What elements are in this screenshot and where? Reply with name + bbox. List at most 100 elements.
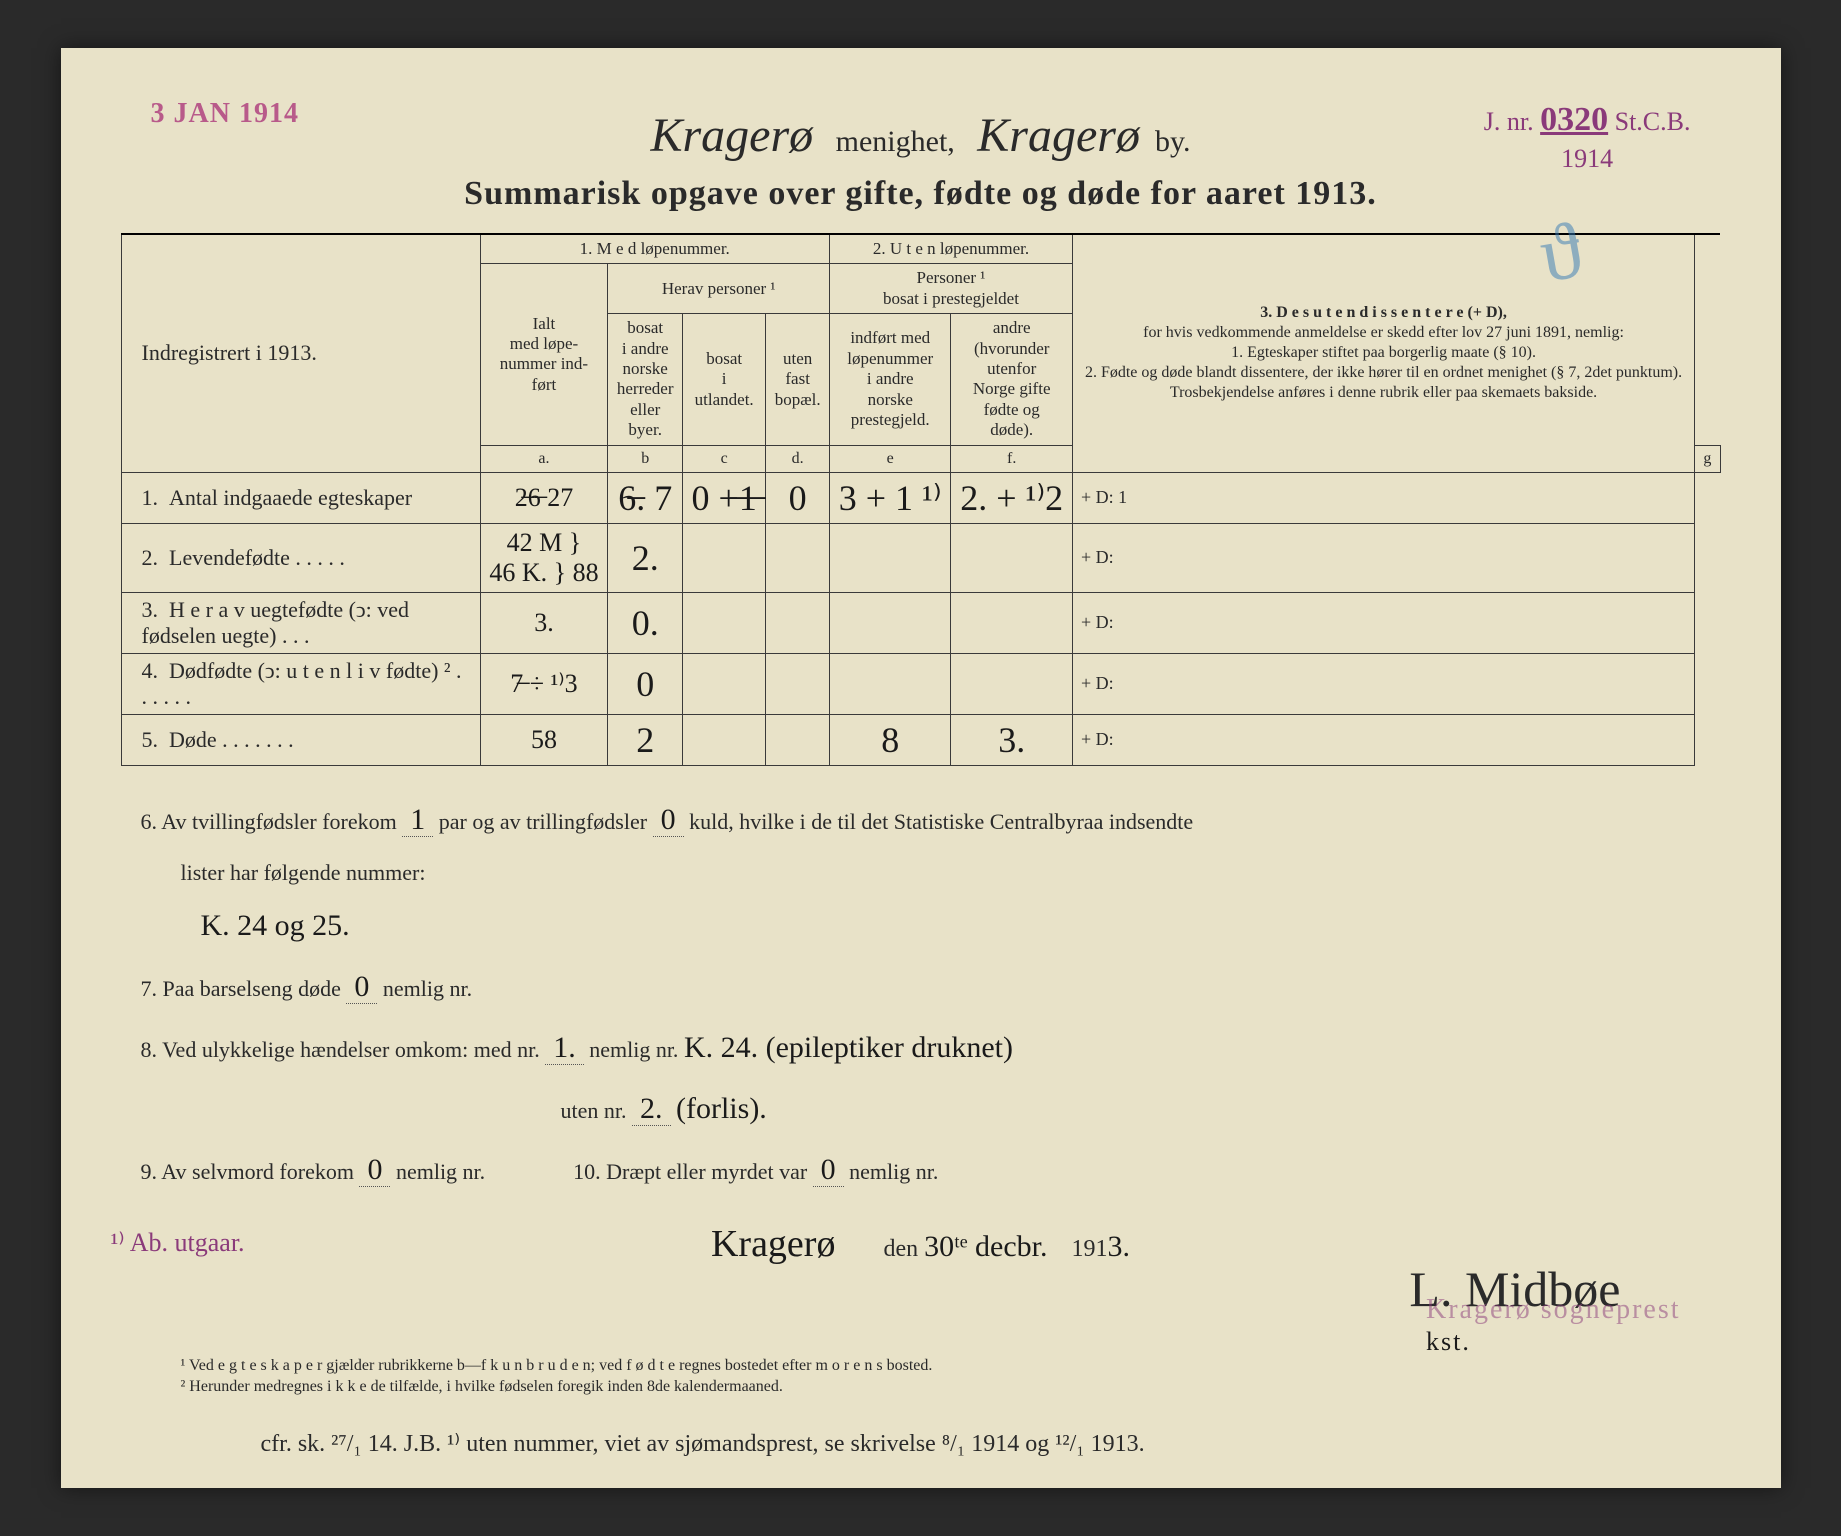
cell-d <box>766 653 830 714</box>
sub-c: c <box>682 445 765 472</box>
col-personer2: Personer ¹ bosat i prestegjeldet <box>829 264 1072 314</box>
note8a: 8. Ved ulykkelige hændelser omkom: med n… <box>141 1037 540 1062</box>
row-label: 3. H e r a v uegtefødte (ↄ: ved fødselen… <box>121 592 480 653</box>
col-herav: Herav personer ¹ <box>608 264 830 314</box>
note6b: par og av trillingfødsler <box>439 809 647 834</box>
cell-f <box>951 523 1072 592</box>
row-label: 4. Dødfødte (ↄ: u t e n l i v fødte) ² .… <box>121 653 480 714</box>
cell-c: 0 +̶1̶ <box>682 472 765 523</box>
col-indreg: Indregistrert i 1913. <box>121 234 480 472</box>
cell-b: 6̶. 7 <box>608 472 683 523</box>
received-date-stamp: 3 JAN 1914 <box>151 98 299 130</box>
row-label: 2. Levendefødte . . . . . <box>121 523 480 592</box>
col-sec3: 3. D e s u t e n d i s s e n t e r e (+ … <box>1072 234 1694 472</box>
footnote-1: ¹ Ved e g t e s k a p e r gjælder rubrik… <box>181 1356 1281 1377</box>
main-table: Indregistrert i 1913. 1. M e d løpenumme… <box>121 233 1721 766</box>
cell-f: 2. + ¹⁾2 <box>951 472 1072 523</box>
col-sec1: 1. M e d løpenummer. <box>480 234 829 264</box>
cell-b: 2. <box>608 523 683 592</box>
cell-e: 3 + 1 ¹⁾ <box>829 472 950 523</box>
note6c: kuld, hvilke i de til det Statistiske Ce… <box>689 809 1193 834</box>
cell-f: 3. <box>951 714 1072 765</box>
note10a: 10. Dræpt eller myrdet var <box>573 1159 807 1184</box>
sig-place: Kragerø <box>711 1223 835 1265</box>
journal-number-stamp: J. nr. 0320 St.C.B. 1914 <box>1484 98 1691 176</box>
col-f: andre (hvorunder utenfor Norge gifte fød… <box>951 314 1072 445</box>
col-c: bosat i utlandet. <box>682 314 765 445</box>
note6a: 6. Av tvillingfødsler forekom <box>141 809 397 834</box>
cell-b: 0. <box>608 592 683 653</box>
cell-d <box>766 714 830 765</box>
note8b: nemlig nr. <box>589 1037 678 1062</box>
cell-c <box>682 653 765 714</box>
cell-e: 8 <box>829 714 950 765</box>
cell-c <box>682 523 765 592</box>
row-label: 1. Antal indgaaede egteskaper <box>121 472 480 523</box>
sogneprest-text: Kragerø sogneprest <box>1426 1294 1680 1325</box>
town-name-handwritten: Kragerø <box>977 109 1140 162</box>
note7-v: 0 <box>346 970 377 1004</box>
note10b: nemlig nr. <box>849 1159 938 1184</box>
note10-v: 0 <box>813 1153 844 1187</box>
cell-g: + D: 1 <box>1072 472 1694 523</box>
note9a: 9. Av selvmord forekom <box>141 1159 354 1184</box>
cell-e <box>829 653 950 714</box>
col-ialt: Ialt med løpe- nummer ind- ført <box>480 264 608 445</box>
note9-v: 0 <box>359 1153 390 1187</box>
footnotes: ¹ Ved e g t e s k a p e r gjælder rubrik… <box>181 1356 1281 1398</box>
table-row: 5. Døde . . . . . . .582 83.+ D: <box>121 714 1720 765</box>
sec3-title: 3. D e s u t e n d i s s e n t e r e (+ … <box>1260 304 1507 321</box>
notes-section: 6. Av tvillingfødsler forekom 1 par og a… <box>121 791 1721 1281</box>
cell-e <box>829 523 950 592</box>
sig-den: den <box>883 1236 918 1262</box>
cell-d: 0 <box>766 472 830 523</box>
footnote-2: ² Herunder medregnes i k k e de tilfælde… <box>181 1377 1281 1398</box>
note6-twin: 1 <box>402 803 433 837</box>
cell-g: + D: <box>1072 592 1694 653</box>
parish-name-handwritten: Kragerø <box>650 109 813 162</box>
cell-c <box>682 714 765 765</box>
cell-d <box>766 523 830 592</box>
col-e: indført med løpenummer i andre norske pr… <box>829 314 950 445</box>
note8-v2: 2. <box>632 1092 671 1126</box>
table-row: 3. H e r a v uegtefødte (ↄ: ved fødselen… <box>121 592 1720 653</box>
row-label: 5. Døde . . . . . . . <box>121 714 480 765</box>
bottom-handwriting: cfr. sk. ²⁷/₁ 14. J.B. ¹⁾ uten nummer, v… <box>261 1429 1561 1458</box>
jnr-prefix: J. nr. <box>1484 107 1534 136</box>
note9b: nemlig nr. <box>396 1159 485 1184</box>
note6d: lister har følgende nummer: <box>181 860 426 885</box>
sig-date: 30ᵗᵉ decbr. <box>924 1230 1047 1263</box>
jnr-suffix: St.C.B. <box>1615 107 1691 136</box>
note6-hand: K. 24 og 25. <box>201 909 350 942</box>
cell-a: 7̶ ÷ ¹⁾3 <box>480 653 608 714</box>
sub-g: g <box>1695 445 1720 472</box>
cell-f <box>951 592 1072 653</box>
cell-a: 42 M } 46 K. } 88 <box>480 523 608 592</box>
sub-f: f. <box>951 445 1072 472</box>
cell-g: + D: <box>1072 714 1694 765</box>
note6-trip: 0 <box>653 803 684 837</box>
sub-d: d. <box>766 445 830 472</box>
cell-b: 2 <box>608 714 683 765</box>
sub-e: e <box>829 445 950 472</box>
col-d: uten fast bopæl. <box>766 314 830 445</box>
cell-a: 2̶6̶ 27 <box>480 472 608 523</box>
cell-d <box>766 592 830 653</box>
cell-g: + D: <box>1072 523 1694 592</box>
kst: kst. <box>1426 1327 1471 1356</box>
col-b: bosat i andre norske herreder eller byer… <box>608 314 683 445</box>
parish-label: menighet, <box>836 125 955 158</box>
sec3-body: for hvis vedkommende anmeldelse er skedd… <box>1085 324 1682 401</box>
header-line: Kragerø menighet, Kragerø by. <box>121 108 1721 163</box>
cell-a: 58 <box>480 714 608 765</box>
note8c: uten nr. <box>561 1098 627 1123</box>
sig-year-prefix: 191 <box>1072 1236 1108 1262</box>
sub-b: b <box>608 445 683 472</box>
note8-hand1: K. 24. (epileptiker druknet) <box>684 1031 1013 1064</box>
sogneprest-stamp: Kragerø sogneprest kst. <box>1426 1294 1680 1358</box>
cell-f <box>951 653 1072 714</box>
sub-a: a. <box>480 445 608 472</box>
table-row: 4. Dødfødte (ↄ: u t e n l i v fødte) ² .… <box>121 653 1720 714</box>
table-row: 2. Levendefødte . . . . .42 M } 46 K. } … <box>121 523 1720 592</box>
document-page: 3 JAN 1914 J. nr. 0320 St.C.B. 1914 ϑ Kr… <box>61 48 1781 1488</box>
